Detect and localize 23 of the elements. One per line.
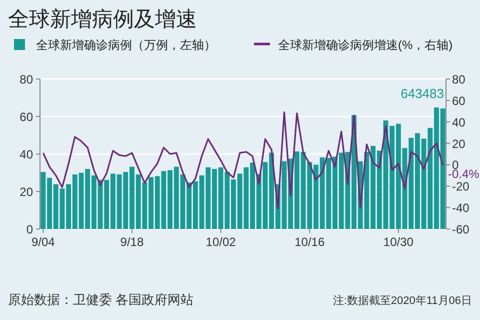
chart-title: 全球新增病例及增速 [8, 8, 197, 31]
text: 原始数据：卫健委 各国政府网站 [8, 292, 194, 307]
x-tick-label: 10/30 [383, 235, 414, 249]
y-tick-label: 40 [20, 148, 34, 162]
x-tick-label: 9/04 [31, 235, 56, 249]
legend-label: 全球新增确诊病例（万例，左轴） [36, 38, 216, 52]
legend-label: 全球新增确诊病例增速(%，右轴) [278, 38, 453, 52]
y-tick-label: 60 [20, 110, 34, 124]
y2-tick-label: -60 [452, 222, 470, 236]
y-tick-label: 80 [20, 72, 34, 86]
y-tick-label: 20 [20, 185, 34, 199]
x-tick-label: 9/18 [120, 235, 144, 249]
text: 注:数据截至2020年11月06日 [332, 294, 472, 307]
y2-tick-label: 40 [452, 115, 466, 130]
annotation: 643483 [400, 86, 444, 101]
y2-tick-label: -20 [452, 180, 470, 194]
y2-tick-label: 20 [452, 136, 466, 151]
x-tick-label: 10/02 [206, 235, 236, 249]
y2-tick-label: 80 [452, 72, 466, 86]
y2-tick-label: -40 [452, 201, 470, 216]
y-tick-label: 0 [26, 222, 34, 236]
x-tick-label: 10/16 [294, 235, 325, 249]
y2-tick-label: 60 [452, 94, 466, 108]
